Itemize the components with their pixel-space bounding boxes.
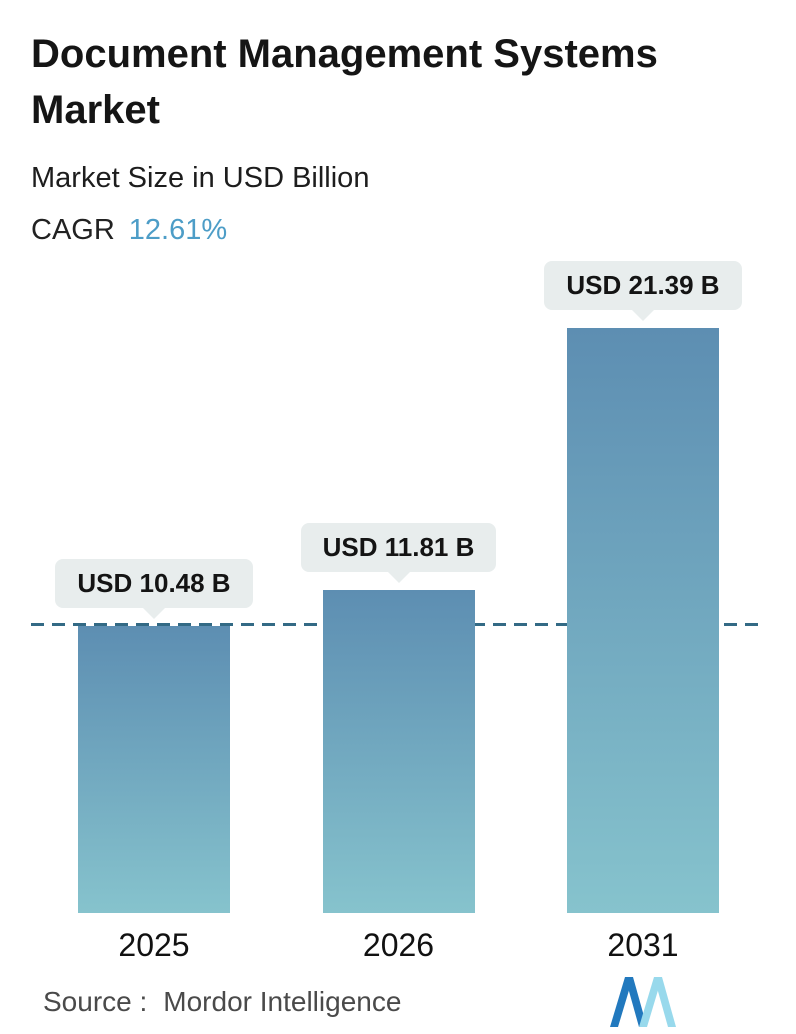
value-label: USD 21.39 B [544,261,742,310]
cagr-value: 12.61% [128,214,228,246]
bar [567,328,719,913]
bar-column: USD 11.81 B 2026 [300,523,497,963]
value-label-pointer [387,572,410,583]
bar [322,590,475,913]
source-label: Source : [43,986,148,1017]
page-title: Document Management Systems Market [31,32,658,132]
value-label: USD 11.81 B [300,523,497,572]
value-label-pointer [632,310,654,321]
x-axis-label: 2025 [118,927,190,963]
bar [78,626,230,913]
value-label-pointer [143,608,165,619]
mordor-intelligence-logo [610,977,676,1027]
source-value: Mordor Intelligence [163,986,402,1017]
bar-column: USD 10.48 B 2025 [55,559,253,963]
chart-subtitle: Market Size in USD Billion [31,162,370,194]
bars-container: USD 10.48 B 2025 USD 11.81 B 2026 USD 21.39 … [31,261,766,961]
source-attribution: Source : Mordor Intelligence [43,986,401,1018]
bar-column: USD 21.39 B 2031 [544,261,742,963]
value-label: USD 10.48 B [55,559,253,608]
cagr-label: CAGR [31,214,115,246]
bar-chart: USD 10.48 B 2025 USD 11.81 B 2026 USD 21.39 … [31,261,766,961]
x-axis-label: 2026 [362,927,435,963]
cagr-row: CAGR 12.61% [31,214,766,247]
footer: Source : Mordor Intelligence [31,977,766,1027]
x-axis-label: 2031 [607,927,679,963]
